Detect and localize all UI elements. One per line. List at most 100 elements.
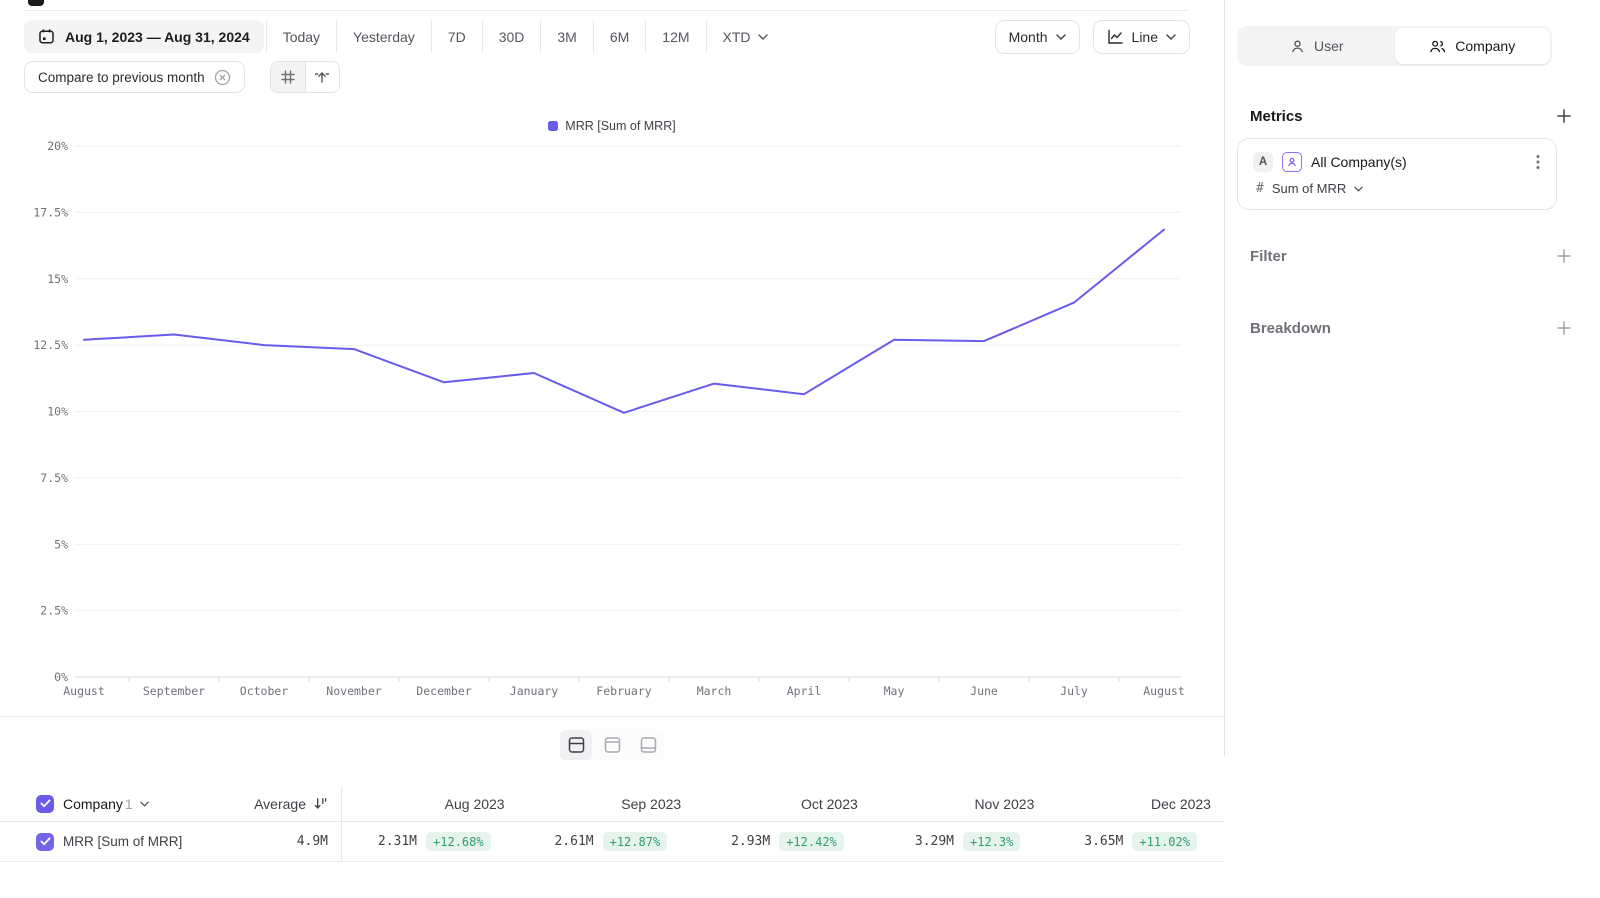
main-panel: Aug 1, 2023 — Aug 31, 2024 Today Yesterda… <box>0 0 1224 862</box>
metric-value-cell: 3.29M +12.3% <box>872 832 1049 851</box>
preset-3m[interactable]: 3M <box>540 20 592 53</box>
cell-value: 3.29M <box>914 834 955 849</box>
compare-chip[interactable]: Compare to previous month <box>24 61 245 93</box>
delta-badge: +12.87% <box>602 832 668 851</box>
chevron-down-icon <box>1055 33 1066 40</box>
layout-split-button[interactable] <box>560 730 592 760</box>
breakdown-title: Breakdown <box>1250 319 1331 337</box>
month-column-header[interactable]: Sep 2023 <box>621 795 682 812</box>
entity-tabs: User Company <box>1237 26 1552 66</box>
metric-value-cell: 2.93M +12.42% <box>695 832 872 851</box>
metric-menu-button[interactable] <box>1534 152 1542 172</box>
users-icon <box>1429 39 1446 54</box>
add-filter-button[interactable] <box>1554 246 1574 266</box>
group-label: Company <box>63 795 123 812</box>
date-range-button[interactable]: Aug 1, 2023 — Aug 31, 2024 <box>24 20 264 53</box>
month-column-header[interactable]: Nov 2023 <box>974 795 1035 812</box>
cell-value: 3.65M <box>1084 834 1124 849</box>
preset-yesterday[interactable]: Yesterday <box>336 20 431 53</box>
cutoff-element <box>28 0 44 6</box>
mrr-series-line <box>83 228 1165 414</box>
chevron-down-icon <box>1166 33 1176 40</box>
tab-user[interactable]: User <box>1239 28 1395 64</box>
numeric-type-icon: # <box>1256 181 1264 196</box>
month-column-header[interactable]: Aug 2023 <box>444 795 505 812</box>
metrics-title: Metrics <box>1250 107 1303 125</box>
group-count: 1 <box>124 795 133 812</box>
mrr-line-chart: 0% 2.5% 5% 7.5% 10% 12.5% 15% 17.5% 20% August Sep… <box>33 139 1185 698</box>
metric-value-cell: 2.31M +12.68% <box>342 832 519 851</box>
delta-badge: +11.02% <box>1132 832 1197 851</box>
x-tick-label: December <box>416 684 471 698</box>
cell-value: 2.61M <box>554 834 594 849</box>
chevron-down-icon <box>1354 186 1363 192</box>
x-tick-label: November <box>326 684 381 698</box>
preset-30d[interactable]: 30D <box>481 20 541 53</box>
average-label: Average <box>254 795 306 812</box>
granularity-label: Month <box>1008 28 1048 45</box>
average-column-header[interactable]: Average <box>196 796 341 812</box>
tab-company[interactable]: Company <box>1394 28 1550 64</box>
config-sidebar: User Company Metrics A <box>1224 0 1600 898</box>
filter-section-header: Filter <box>1250 246 1574 266</box>
compare-chip-label: Compare to previous month <box>38 69 205 85</box>
tab-user-label: User <box>1313 38 1344 54</box>
sidebar-divider <box>1224 0 1225 756</box>
preset-6m[interactable]: 6M <box>592 20 645 53</box>
select-all-checkbox[interactable] <box>36 794 54 813</box>
sort-icon <box>313 796 328 811</box>
add-breakdown-button[interactable] <box>1554 318 1574 338</box>
table-header-row: Company 1 Average <box>0 786 1224 822</box>
month-value-cells: 2.31M +12.68% 2.61M +12.87% 2.93M +12.42% 3.29… <box>341 822 1225 861</box>
events-toggle-button[interactable] <box>304 62 339 92</box>
month-column-header[interactable]: Dec 2023 <box>1151 795 1211 812</box>
metric-card[interactable]: A All Company(s) # Sum of MRR <box>1237 138 1557 210</box>
chevron-down-icon <box>139 801 149 807</box>
filter-title: Filter <box>1250 247 1287 265</box>
delta-badge: +12.42% <box>779 832 844 851</box>
add-metric-button[interactable] <box>1554 106 1574 126</box>
preset-today[interactable]: Today <box>265 20 336 53</box>
aggregation-dropdown[interactable]: # Sum of MRR <box>1253 181 1542 196</box>
x-tick-label: March <box>697 684 732 698</box>
row-checkbox[interactable] <box>36 832 54 851</box>
date-range-label: Aug 1, 2023 — Aug 31, 2024 <box>65 28 250 45</box>
preset-xtd-label: XTD <box>722 28 751 45</box>
grid-toggle-button[interactable] <box>270 62 305 92</box>
calendar-icon <box>38 28 55 45</box>
x-tick-label: July <box>1060 684 1088 698</box>
breakdown-section-header: Breakdown <box>1250 318 1574 338</box>
preset-xtd[interactable]: XTD <box>705 20 784 53</box>
y-tick-label: 5% <box>54 537 68 551</box>
metric-data-row[interactable]: MRR [Sum of MRR] 4.9M 2.31M +12.68% 2.61M +… <box>0 822 1224 862</box>
section-divider <box>0 716 1224 717</box>
layout-table-only-button[interactable] <box>632 730 664 760</box>
remove-compare-icon[interactable] <box>214 69 231 86</box>
preset-7d[interactable]: 7D <box>430 20 482 53</box>
layout-chart-only-button[interactable] <box>596 730 628 760</box>
chart-option-toggle-group <box>269 61 340 93</box>
metrics-section-header: Metrics <box>1250 106 1574 126</box>
preset-12m[interactable]: 12M <box>645 20 705 53</box>
cell-value: 2.93M <box>731 834 771 849</box>
chart-type-dropdown[interactable]: Line <box>1092 19 1190 54</box>
x-tick-label: August <box>1143 684 1185 698</box>
line-chart-icon <box>1107 29 1124 45</box>
month-column-header[interactable]: Oct 2023 <box>800 795 858 812</box>
y-tick-label: 0% <box>54 670 68 684</box>
group-by-dropdown[interactable]: Company 1 <box>63 796 149 812</box>
y-tick-label: 17.5% <box>33 205 68 219</box>
x-tick-label: September <box>143 684 205 698</box>
metric-name: All Company(s) <box>1311 154 1407 170</box>
filter-toolbar: Compare to previous month <box>24 61 340 93</box>
hash-grid-icon <box>280 69 296 85</box>
top-card-edge <box>24 10 1188 11</box>
metric-letter-badge: A <box>1253 152 1273 172</box>
chevron-down-icon <box>757 33 768 40</box>
arrow-up-to-line-icon <box>314 69 330 85</box>
row-average: 4.9M <box>296 834 328 849</box>
x-tick-label: June <box>970 684 998 698</box>
granularity-dropdown[interactable]: Month <box>994 19 1080 54</box>
tab-company-label: Company <box>1455 38 1516 54</box>
